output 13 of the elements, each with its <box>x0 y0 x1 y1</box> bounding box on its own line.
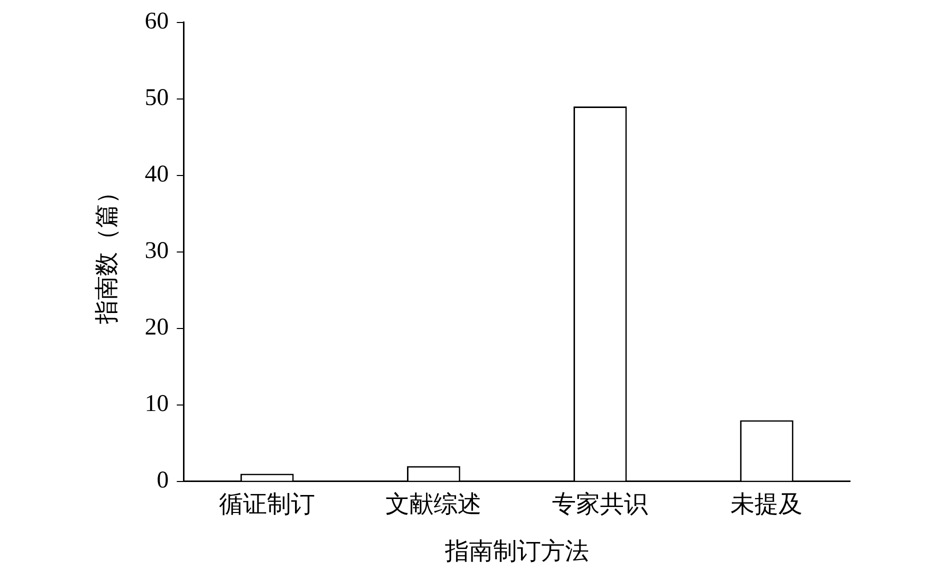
y-tick-label: 10 <box>144 391 169 418</box>
y-tick-label: 30 <box>144 238 169 264</box>
x-tick-label: 专家共识 <box>552 491 648 518</box>
x-tick-label: 文献综述 <box>386 491 482 518</box>
y-tick-label: 40 <box>144 162 169 188</box>
y-axis-title: 指南数（篇） <box>94 180 121 325</box>
y-tick-label: 50 <box>144 85 169 112</box>
x-tick-label: 未提及 <box>730 492 803 518</box>
x-tick-label: 循证制订 <box>219 492 316 518</box>
y-tick-label: 0 <box>156 468 169 494</box>
y-tick-label: 60 <box>144 8 169 35</box>
y-tick-label: 20 <box>144 314 169 341</box>
x-axis-title: 指南制订方法 <box>444 538 589 565</box>
